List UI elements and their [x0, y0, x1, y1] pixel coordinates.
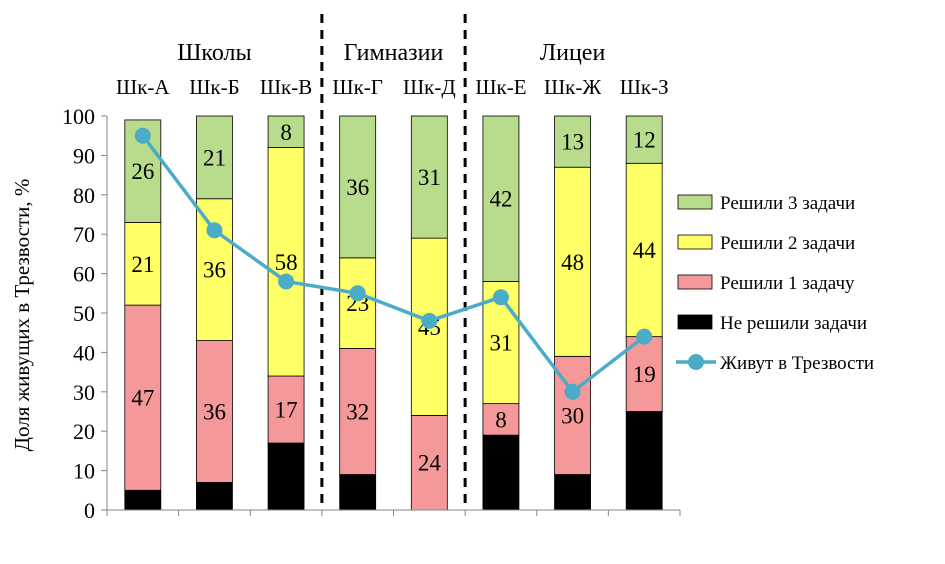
bar-segment	[339, 257, 377, 349]
legend-label: Живут в Трезвости	[720, 353, 874, 374]
data-label: 48	[561, 250, 584, 275]
data-label: 8	[280, 120, 292, 145]
data-label: 21	[131, 252, 154, 277]
bar-segment	[339, 474, 377, 511]
segment-labels-layer: 4721263636211758832233624453183142304813…	[131, 120, 656, 476]
bar-segment	[267, 442, 305, 511]
data-label: 30	[561, 403, 584, 428]
data-label: 19	[633, 362, 656, 387]
y-tick-label: 90	[73, 143, 95, 168]
legend-swatch	[677, 314, 713, 330]
legend-swatch	[677, 274, 713, 290]
data-label: 58	[275, 250, 298, 275]
legend-swatch	[677, 234, 713, 250]
category-label: Шк-В	[260, 75, 312, 99]
data-label: 36	[346, 175, 369, 200]
data-label: 47	[131, 386, 154, 411]
bar-segment	[482, 115, 520, 282]
line-series-layer	[134, 127, 653, 400]
line-point	[636, 328, 653, 345]
line-point	[206, 222, 223, 239]
bar-segment	[554, 115, 591, 168]
y-tick-label: 70	[73, 222, 95, 247]
line-point	[492, 289, 509, 306]
data-label: 12	[633, 128, 656, 153]
data-label: 36	[203, 258, 226, 283]
data-label: 31	[418, 165, 441, 190]
bar-segment	[124, 489, 162, 511]
line-point	[349, 285, 366, 302]
bar-segment	[339, 115, 377, 259]
bar-segment	[196, 198, 233, 341]
line-point	[564, 383, 581, 400]
legend: Решили 3 задачи Решили 2 задачи Решили 1 з…	[676, 193, 874, 374]
bar-segment	[124, 304, 162, 491]
bar-segment	[482, 434, 520, 511]
bar-segment	[267, 375, 305, 444]
data-label: 17	[275, 398, 298, 423]
bar-segment	[339, 348, 377, 475]
line-series	[141, 134, 646, 395]
y-tick-label: 0	[84, 498, 95, 523]
group-header: Школы	[177, 40, 251, 66]
bar-segment	[625, 115, 663, 164]
data-label: 8	[495, 407, 507, 432]
data-label: 26	[131, 159, 154, 184]
bar-segment	[124, 221, 162, 306]
legend-label: Решили 3 задачи	[720, 193, 855, 214]
y-tick-label: 100	[62, 104, 95, 129]
category-label: Шк-Ж	[544, 75, 601, 99]
y-axis-label: Доля живущих в Трезвости, %	[10, 179, 34, 452]
category-label: Шк-Б	[189, 75, 239, 99]
category-label: Шк-А	[116, 75, 170, 99]
bar-segment	[625, 411, 663, 511]
bar-segment	[196, 340, 233, 483]
data-label: 13	[561, 130, 584, 155]
data-label: 42	[489, 187, 512, 212]
group-dividers	[320, 14, 467, 510]
category-label: Шк-Г	[332, 75, 383, 99]
line-point	[421, 312, 438, 329]
bar-segment	[267, 115, 305, 148]
bar-segment	[554, 474, 591, 511]
y-tick-label: 80	[73, 183, 95, 208]
y-tick-label: 20	[73, 419, 95, 444]
data-label: 21	[203, 145, 226, 170]
bar-segment	[196, 482, 233, 511]
line-point	[278, 273, 295, 290]
category-label: Шк-З	[620, 75, 669, 99]
legend-label: Решили 1 задачу	[720, 273, 855, 294]
legend-label: Решили 2 задачи	[720, 233, 855, 254]
bar-segment	[196, 115, 233, 200]
legend-marker	[688, 354, 704, 370]
bar-segment	[410, 115, 448, 239]
legend-label: Не решили задачи	[720, 313, 867, 334]
group-header: Гимназии	[344, 40, 444, 66]
legend-swatch	[677, 194, 713, 210]
bars-layer	[124, 115, 663, 511]
line-point	[134, 127, 151, 144]
bar-segment	[625, 162, 663, 338]
data-label: 44	[633, 238, 657, 263]
bar-segment	[554, 166, 591, 357]
bar-segment	[267, 147, 305, 377]
category-label: Шк-Е	[475, 75, 526, 99]
data-label: 32	[346, 400, 369, 425]
data-label: 36	[203, 400, 226, 425]
category-label: Шк-Д	[403, 75, 456, 99]
y-tick-label: 30	[73, 380, 95, 405]
y-tick-label: 60	[73, 262, 95, 287]
y-tick-label: 50	[73, 301, 95, 326]
axes-layer: 0 10 20 30 40 50 60 70 80 90 100	[62, 104, 681, 523]
data-label: 24	[418, 451, 442, 476]
headers-layer: Шк-А Шк-Б Шк-В Шк-Г Шк-Д Шк-Е Шк-Ж Шк-З Школы Гим…	[116, 40, 669, 99]
data-label: 31	[489, 331, 512, 356]
y-tick-label: 40	[73, 340, 95, 365]
group-header: Лицеи	[540, 40, 606, 66]
bar-segment	[482, 403, 520, 436]
y-tick-label: 10	[73, 459, 95, 484]
